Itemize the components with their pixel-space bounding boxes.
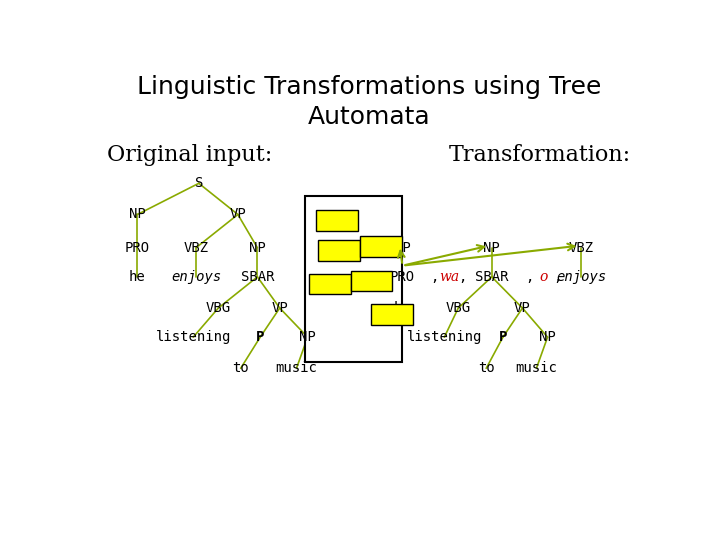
Text: NP: NP [394, 241, 411, 255]
Text: ,: , [459, 270, 467, 284]
Text: P: P [499, 330, 507, 344]
Bar [360, 236, 402, 257]
Text: Linguistic Transformations using Tree
Automata: Linguistic Transformations using Tree Au… [137, 75, 601, 129]
Text: music: music [516, 361, 557, 375]
Text: NP: NP [129, 207, 146, 221]
Text: listening: listening [407, 330, 482, 344]
Text: PRO: PRO [125, 241, 150, 255]
Bar [318, 240, 359, 261]
Text: Original input:: Original input: [107, 144, 272, 166]
Text: ,: , [430, 270, 438, 284]
Text: ,: , [526, 270, 534, 284]
Text: NP: NP [300, 330, 316, 344]
Text: NP: NP [539, 330, 556, 344]
Text: VP: VP [230, 207, 246, 221]
Bar [371, 304, 413, 325]
Bar [305, 196, 402, 362]
Text: enjoys: enjoys [171, 270, 221, 284]
Text: music: music [276, 361, 318, 375]
Text: VBZ: VBZ [184, 241, 209, 255]
Text: VBZ: VBZ [569, 241, 593, 255]
Text: SBAR: SBAR [240, 270, 274, 284]
Text: PRO: PRO [390, 270, 415, 284]
Text: P: P [256, 330, 264, 344]
Text: S: S [194, 176, 203, 190]
Bar [309, 274, 351, 294]
Text: NP: NP [249, 241, 266, 255]
Text: ,: , [554, 270, 562, 284]
Text: to: to [233, 361, 249, 375]
Bar [351, 271, 392, 292]
Text: VBG: VBG [446, 301, 471, 315]
Text: he: he [394, 301, 411, 315]
Text: SBAR: SBAR [475, 270, 508, 284]
Text: he: he [129, 270, 146, 284]
Text: VP: VP [271, 301, 288, 315]
Text: o: o [539, 270, 547, 284]
Text: VP: VP [514, 301, 531, 315]
Bar [316, 210, 358, 231]
Text: to: to [478, 361, 495, 375]
Text: wa: wa [438, 270, 459, 284]
Text: Transformation:: Transformation: [449, 144, 631, 166]
Text: NP: NP [483, 241, 500, 255]
Text: VBG: VBG [206, 301, 231, 315]
Text: enjoys: enjoys [556, 270, 606, 284]
Text: listening: listening [156, 330, 231, 344]
